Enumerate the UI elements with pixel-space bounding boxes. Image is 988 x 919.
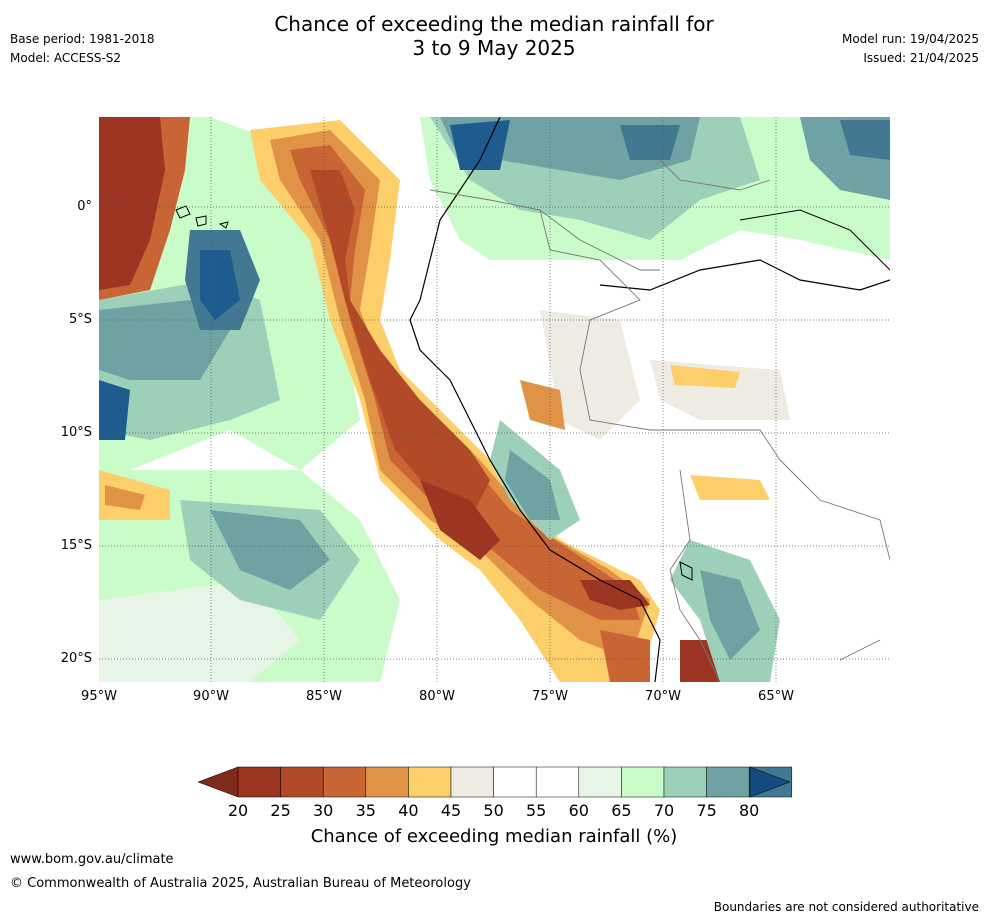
colorbar-cell xyxy=(450,766,494,798)
colorbar-tick-label: 25 xyxy=(270,801,291,820)
colorbar-cell xyxy=(663,766,707,798)
colorbar-cell xyxy=(578,766,622,798)
colorbar-cell xyxy=(322,766,367,798)
colorbar-tick-label: 65 xyxy=(611,801,632,820)
lat-label-5s: 5°S xyxy=(68,312,92,327)
lon-label-90w: 90°W xyxy=(193,689,229,704)
colorbar-cell xyxy=(365,766,409,798)
colorbar-low-extension xyxy=(197,766,239,798)
issued-date: Issued: 21/04/2025 xyxy=(863,51,979,65)
lat-label-10s: 10°S xyxy=(60,425,92,440)
colorbar-cell xyxy=(408,766,452,798)
lon-label-95w: 95°W xyxy=(81,689,117,704)
colorbar-tick-label: 70 xyxy=(653,801,675,820)
lon-label-75w: 75°W xyxy=(532,689,568,704)
colorbar-tick-label: 35 xyxy=(355,801,376,820)
model-name: Model: ACCESS-S2 xyxy=(10,51,122,65)
title-line-1: Chance of exceeding the median rainfall … xyxy=(274,12,714,36)
colorbar-cell xyxy=(706,766,750,798)
colorbar-tick-label: 40 xyxy=(398,801,419,820)
map-field xyxy=(99,117,890,682)
map-title: Chance of exceeding the median rainfall … xyxy=(194,12,794,60)
disclaimer: Boundaries are not considered authoritat… xyxy=(713,900,979,914)
colorbar-tick-label: 60 xyxy=(568,801,589,820)
colorbar-tick-label: 55 xyxy=(526,801,547,820)
colorbar-high-extension xyxy=(749,766,791,798)
lat-label-0: 0° xyxy=(77,199,92,214)
lon-label-80w: 80°W xyxy=(419,689,455,704)
colorbar-cells xyxy=(237,766,793,798)
title-line-2: 3 to 9 May 2025 xyxy=(412,36,576,60)
colorbar-tick-label: 80 xyxy=(739,801,760,820)
colorbar-label: Chance of exceeding median rainfall (%) xyxy=(310,826,678,847)
lon-label-65w: 65°W xyxy=(758,689,794,704)
colorbar-tick-label: 30 xyxy=(313,801,334,820)
colorbar-tick-label: 20 xyxy=(227,801,249,820)
lat-label-15s: 15°S xyxy=(60,538,92,553)
colorbar-cell xyxy=(280,766,324,798)
model-run: Model run: 19/04/2025 xyxy=(841,32,979,46)
colorbar-cell xyxy=(493,766,537,798)
colorbar-cell xyxy=(237,766,281,798)
colorbar-tick-label: 75 xyxy=(696,801,717,820)
base-period: Base period: 1981-2018 xyxy=(10,32,155,46)
colorbar xyxy=(197,766,793,798)
lon-label-85w: 85°W xyxy=(306,689,342,704)
colorbar-cell xyxy=(535,766,580,798)
colorbar-cell xyxy=(621,766,665,798)
graticule xyxy=(99,117,890,682)
colorbar-tick-label: 50 xyxy=(483,801,504,820)
copyright: © Commonwealth of Australia 2025, Austra… xyxy=(10,876,471,891)
colorbar-tick-label: 45 xyxy=(440,801,462,820)
footer-url: www.bom.gov.au/climate xyxy=(10,852,174,867)
lat-label-20s: 20°S xyxy=(60,651,92,666)
lon-label-70w: 70°W xyxy=(645,689,681,704)
